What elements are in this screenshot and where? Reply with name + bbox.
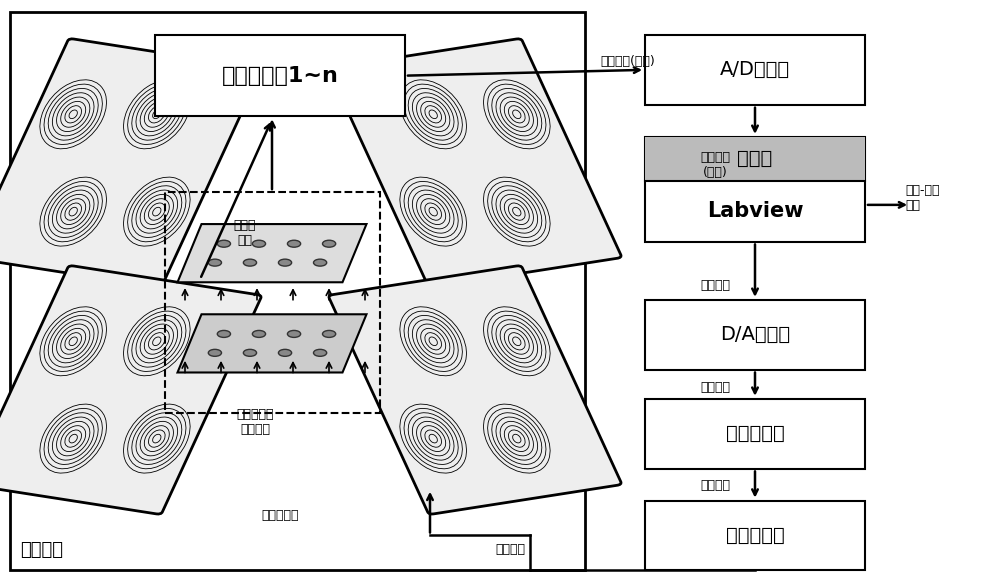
Text: A/D采集仪: A/D采集仪 [720,61,790,79]
Ellipse shape [252,331,266,338]
Ellipse shape [252,240,266,247]
Text: 阻抗匹配器: 阻抗匹配器 [726,424,784,443]
Text: 信号放大器1~n: 信号放大器1~n [222,66,338,86]
Ellipse shape [322,240,336,247]
Text: 磁屏蔽室: 磁屏蔽室 [20,541,63,559]
Ellipse shape [217,331,231,338]
FancyBboxPatch shape [0,39,261,287]
Text: 磁场均匀区
及其磁场: 磁场均匀区 及其磁场 [236,408,274,436]
FancyBboxPatch shape [645,137,865,242]
FancyBboxPatch shape [645,501,865,570]
FancyBboxPatch shape [645,35,865,105]
Text: 激励电流: 激励电流 [495,544,525,556]
FancyBboxPatch shape [10,12,585,570]
Ellipse shape [208,349,222,356]
Ellipse shape [287,331,301,338]
Ellipse shape [217,240,231,247]
FancyBboxPatch shape [645,399,865,469]
FancyBboxPatch shape [329,39,621,287]
Text: D/A输出仪: D/A输出仪 [720,325,790,344]
Text: 电压信号
(数字): 电压信号 (数字) [700,151,730,179]
Text: 电压信号(模拟): 电压信号(模拟) [600,55,655,68]
FancyBboxPatch shape [645,137,865,181]
FancyBboxPatch shape [329,266,621,514]
Text: 计算机: 计算机 [737,149,773,168]
Text: 电压信号: 电压信号 [700,381,730,393]
Ellipse shape [313,349,327,356]
Text: 磁强计
阵列: 磁强计 阵列 [234,219,256,247]
Ellipse shape [278,259,292,266]
Text: 指令代码: 指令代码 [700,279,730,292]
FancyBboxPatch shape [0,266,261,514]
Ellipse shape [243,259,257,266]
FancyBboxPatch shape [155,35,405,116]
Text: 双平面线圈: 双平面线圈 [261,509,299,521]
Text: 压控电流源: 压控电流源 [726,526,784,545]
Text: 电压信号: 电压信号 [700,480,730,492]
Text: 磁场-电压
系数: 磁场-电压 系数 [905,184,940,212]
Ellipse shape [313,259,327,266]
Polygon shape [178,314,367,372]
Ellipse shape [278,349,292,356]
FancyBboxPatch shape [645,300,865,370]
Polygon shape [178,224,367,282]
Ellipse shape [322,331,336,338]
Ellipse shape [243,349,257,356]
Ellipse shape [208,259,222,266]
Ellipse shape [287,240,301,247]
Text: Labview: Labview [707,201,803,221]
